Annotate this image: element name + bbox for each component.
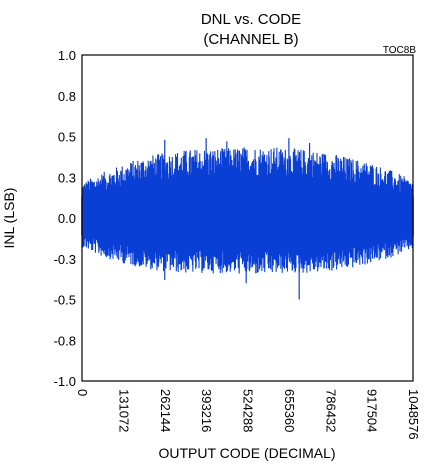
- x-tick-label: 524288: [241, 389, 256, 432]
- y-tick-label: -0.8: [54, 333, 76, 348]
- x-axis-label: OUTPUT CODE (DECIMAL): [158, 445, 335, 461]
- x-tick-label: 1048576: [406, 389, 421, 440]
- y-tick-label: -0.5: [54, 293, 76, 308]
- y-tick-labels: 1.0 0.8 0.5 0.3 0.0 -0.3 -0.5 -0.8 -1.0: [54, 48, 76, 389]
- y-axis-label: INL (LSB): [1, 188, 17, 249]
- y-tick-label: -1.0: [54, 374, 76, 389]
- y-tick-label: 0.5: [58, 130, 76, 145]
- x-tick-label: 131072: [116, 389, 131, 432]
- x-tick-labels: 0 131072 262144 393216 524288 655360 786432 917…: [75, 389, 421, 440]
- chart-subtitle: (CHANNEL B): [203, 31, 298, 48]
- chart-tag: TOC8B: [383, 45, 416, 56]
- x-tick-label: 655360: [282, 389, 297, 432]
- plot-frame: [81, 54, 414, 382]
- x-tick-label: 262144: [158, 389, 173, 432]
- y-tick-label: 0.0: [58, 211, 76, 226]
- chart-title: DNL vs. CODE: [201, 11, 301, 28]
- x-tick-label: 917504: [365, 389, 380, 432]
- x-tick-label: 0: [75, 389, 90, 396]
- plot-area: [81, 55, 414, 381]
- x-tick-label: 393216: [199, 389, 214, 432]
- x-tick-label: 786432: [323, 389, 338, 432]
- y-tick-label: 0.8: [58, 89, 76, 104]
- y-tick-label: -0.3: [54, 252, 76, 267]
- y-tick-label: 0.3: [58, 170, 76, 185]
- series-core: [81, 174, 414, 253]
- y-tick-label: 1.0: [58, 48, 76, 63]
